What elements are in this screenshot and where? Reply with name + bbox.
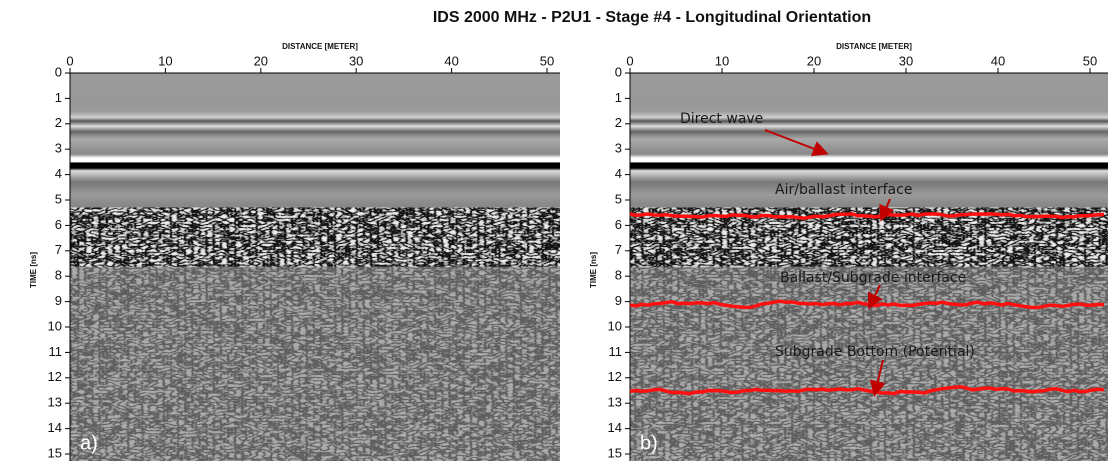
y-tick-label: 9 — [55, 293, 62, 308]
interface-line — [629, 212, 1105, 220]
y-tick-label: 0 — [55, 64, 62, 79]
y-axis-label: TIME [ns] — [589, 252, 598, 288]
y-tick-label: 7 — [615, 242, 622, 257]
annotation: Ballast/Subgrade interface — [780, 270, 966, 286]
reflection-noise — [70, 207, 560, 267]
y-tick-label: 9 — [615, 293, 622, 308]
y-axis-label: TIME [ns] — [29, 252, 38, 288]
x-tick-label: 30 — [349, 53, 363, 68]
y-tick-label: 3 — [55, 141, 62, 156]
x-tick-label: 10 — [158, 53, 172, 68]
y-tick-label: 8 — [615, 268, 622, 283]
panel-label: a) — [80, 432, 98, 454]
annotation-arrow — [870, 359, 886, 397]
annotation: Direct wave — [680, 111, 763, 127]
x-axis-label: DISTANCE [METER] — [836, 42, 912, 51]
y-tick-label: 14 — [608, 420, 622, 435]
y-tick-label: 2 — [55, 115, 62, 130]
y-tick-label: 10 — [608, 318, 622, 333]
title: IDS 2000 MHz - P2U1 - Stage #4 - Longitu… — [433, 9, 871, 26]
x-tick-label: 20 — [807, 53, 821, 68]
y-tick-label: 8 — [55, 268, 62, 283]
y-tick-label: 12 — [608, 369, 622, 384]
interface-line — [629, 299, 1105, 310]
background-noise — [630, 266, 1108, 461]
y-tick-label: 11 — [49, 344, 63, 359]
y-tick-label: 6 — [55, 217, 62, 232]
x-tick-label: 0 — [66, 53, 73, 68]
y-tick-label: 7 — [55, 242, 62, 257]
x-tick-label: 0 — [626, 53, 633, 68]
x-tick-label: 40 — [444, 53, 458, 68]
annotation-arrow — [867, 284, 883, 310]
background-noise — [70, 266, 560, 461]
x-tick-label: 10 — [715, 53, 729, 68]
y-tick-label: 4 — [55, 166, 62, 181]
y-tick-label: 14 — [48, 420, 62, 435]
interface-line — [629, 384, 1105, 396]
y-tick-label: 11 — [609, 344, 623, 359]
y-tick-label: 2 — [615, 115, 622, 130]
y-tick-label: 15 — [608, 445, 622, 460]
y-tick-label: 3 — [615, 141, 622, 156]
annotation-arrow — [879, 198, 895, 222]
y-tick-label: 5 — [615, 191, 622, 206]
x-tick-label: 50 — [540, 53, 554, 68]
x-tick-label: 50 — [1083, 53, 1097, 68]
y-tick-label: 1 — [55, 90, 62, 105]
y-tick-label: 13 — [608, 395, 622, 410]
x-axis-label: DISTANCE [METER] — [282, 42, 358, 51]
y-tick-label: 6 — [615, 217, 622, 232]
y-tick-label: 13 — [48, 395, 62, 410]
y-tick-label: 10 — [48, 318, 62, 333]
annotation-arrow — [764, 129, 829, 157]
y-tick-label: 0 — [615, 64, 622, 79]
annotation: Subgrade Bottom (Potential) — [775, 344, 975, 360]
x-tick-label: 30 — [899, 53, 913, 68]
annotation: Air/ballast interface — [775, 182, 912, 198]
panel-label: b) — [640, 432, 658, 454]
y-tick-label: 12 — [48, 369, 62, 384]
x-tick-label: 20 — [254, 53, 268, 68]
y-tick-label: 15 — [48, 445, 62, 460]
y-tick-label: 4 — [615, 166, 622, 181]
y-tick-label: 1 — [615, 90, 622, 105]
y-tick-label: 5 — [55, 191, 62, 206]
x-tick-label: 40 — [991, 53, 1005, 68]
